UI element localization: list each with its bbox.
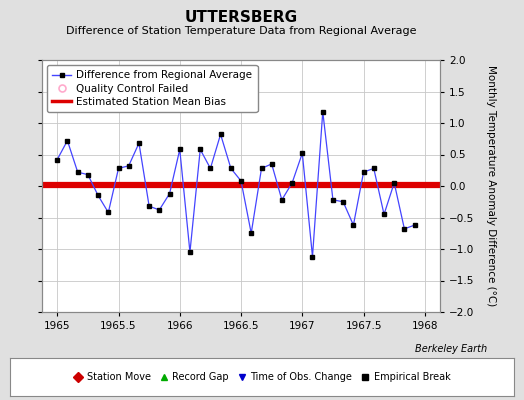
Legend: Station Move, Record Gap, Time of Obs. Change, Empirical Break: Station Move, Record Gap, Time of Obs. C… bbox=[71, 369, 453, 385]
Legend: Difference from Regional Average, Quality Control Failed, Estimated Station Mean: Difference from Regional Average, Qualit… bbox=[47, 65, 257, 112]
Y-axis label: Monthly Temperature Anomaly Difference (°C): Monthly Temperature Anomaly Difference (… bbox=[486, 65, 496, 307]
Text: Berkeley Earth: Berkeley Earth bbox=[415, 344, 487, 354]
Text: Difference of Station Temperature Data from Regional Average: Difference of Station Temperature Data f… bbox=[66, 26, 416, 36]
Text: UTTERSBERG: UTTERSBERG bbox=[184, 10, 298, 25]
